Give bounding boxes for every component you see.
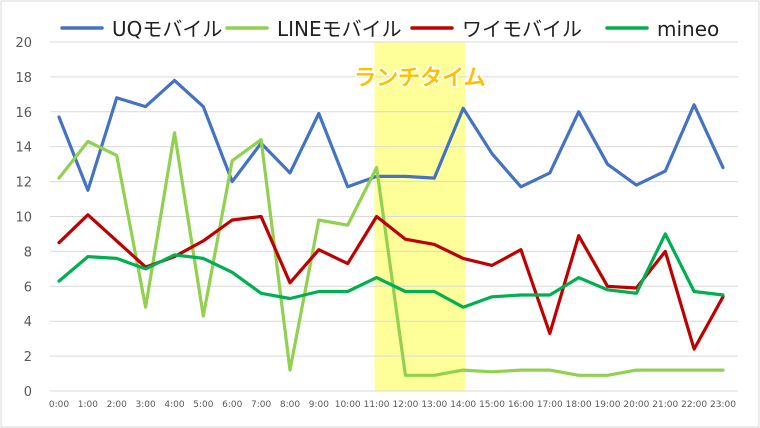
x-tick-label: 0:00 xyxy=(49,400,69,410)
x-tick-label: 11:00 xyxy=(364,400,390,410)
x-tick-label: 19:00 xyxy=(595,400,621,410)
y-tick-label: 16 xyxy=(15,106,32,121)
x-tick-label: 20:00 xyxy=(623,400,649,410)
x-tick-label: 9:00 xyxy=(309,400,329,410)
x-tick-label: 8:00 xyxy=(280,400,300,410)
legend-label-1: LINEモバイル xyxy=(277,17,402,41)
legend-label-3: mineo xyxy=(657,17,719,41)
y-tick-label: 2 xyxy=(24,350,32,365)
annotation-layer: ランチタイム xyxy=(353,65,488,93)
y-tick-label: 18 xyxy=(15,71,32,86)
x-tick-label: 6:00 xyxy=(222,400,242,410)
x-tick-label: 5:00 xyxy=(193,400,213,410)
axes: 0 2 4 6 8 10 12 14 16 18 20 0:00 1:00 2:00 3:00 4:00 5:0… xyxy=(15,36,736,410)
lunch-time-label: ランチタイム xyxy=(354,66,486,91)
x-tick-label: 18:00 xyxy=(566,400,592,410)
series-line-1 xyxy=(57,131,725,377)
legend-label-2: ワイモバイル xyxy=(462,17,582,41)
y-tick-label: 14 xyxy=(15,141,32,156)
y-tick-label: 4 xyxy=(24,315,32,330)
x-tick-label: 16:00 xyxy=(508,400,534,410)
x-tick-label: 17:00 xyxy=(537,400,563,410)
x-tick-label: 23:00 xyxy=(710,400,736,410)
y-tick-label: 12 xyxy=(15,176,32,191)
x-tick-label: 3:00 xyxy=(135,400,155,410)
x-tick-label: 13:00 xyxy=(421,400,447,410)
y-tick-label: 6 xyxy=(24,280,32,295)
y-tick-label: 0 xyxy=(24,385,32,400)
x-tick-label: 4:00 xyxy=(164,400,184,410)
legend-label-0: UQモバイル xyxy=(112,17,222,41)
x-tick-label: 7:00 xyxy=(251,400,271,410)
x-tick-label: 22:00 xyxy=(681,400,707,410)
y-tick-label: 20 xyxy=(15,36,32,51)
x-tick-label: 2:00 xyxy=(107,400,127,410)
x-tick-label: 21:00 xyxy=(652,400,678,410)
legend: UQモバイル LINEモバイル ワイモバイル mineo xyxy=(60,17,719,41)
x-tick-label: 12:00 xyxy=(392,400,418,410)
y-tick-label: 8 xyxy=(24,245,32,260)
x-tick-label: 1:00 xyxy=(78,400,98,410)
x-tick-label: 10:00 xyxy=(335,400,361,410)
x-tick-label: 14:00 xyxy=(450,400,476,410)
series-line-0 xyxy=(57,78,725,192)
y-tick-label: 10 xyxy=(15,211,32,226)
x-tick-label: 15:00 xyxy=(479,400,505,410)
series-line-3 xyxy=(57,232,725,309)
series-lines xyxy=(57,78,725,377)
